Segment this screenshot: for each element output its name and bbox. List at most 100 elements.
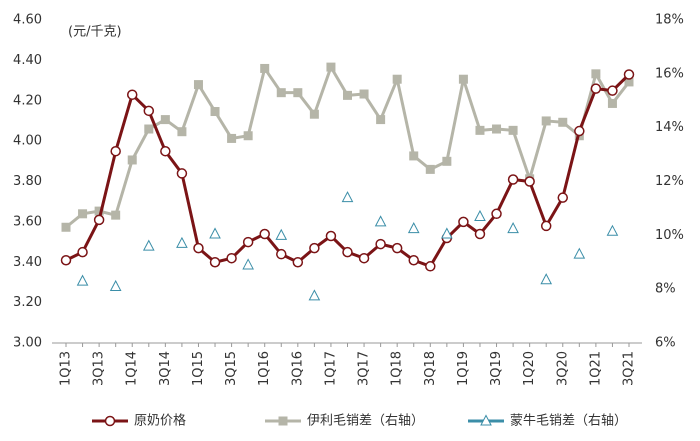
data-point	[341, 191, 354, 203]
data-point	[558, 117, 568, 127]
data-point	[391, 242, 403, 254]
x-tick-label: 1Q18	[390, 351, 405, 386]
data-point	[78, 209, 88, 219]
x-tick-label: 3Q20	[555, 351, 570, 386]
x-tick-label: 1Q13	[59, 351, 74, 386]
data-point	[276, 248, 287, 260]
data-point	[507, 222, 519, 234]
data-point	[176, 168, 188, 179]
data-point	[623, 69, 635, 80]
data-point	[276, 88, 286, 98]
data-point	[540, 273, 553, 285]
data-point	[508, 125, 518, 135]
series-line	[65, 73, 631, 268]
x-tick-label: 3Q16	[290, 351, 305, 386]
x-tick-label: 3Q13	[92, 351, 107, 386]
data-point	[242, 236, 254, 248]
y-tick-label: 3.00	[13, 336, 42, 351]
data-point	[524, 176, 535, 187]
data-point	[61, 222, 71, 232]
data-point	[127, 155, 137, 165]
x-tick-label: 3Q14	[158, 351, 173, 386]
data-point	[441, 227, 453, 239]
x-tick-label: 1Q17	[323, 351, 338, 386]
data-point	[624, 77, 634, 87]
data-point	[143, 105, 155, 117]
data-point	[76, 274, 89, 286]
y-axis-unit: (元/千克)	[68, 25, 122, 40]
x-tick-label: 1Q15	[191, 351, 206, 386]
data-point	[375, 238, 386, 250]
data-point	[442, 156, 452, 166]
data-point	[309, 242, 320, 254]
x-tick-label: 3Q21	[622, 351, 637, 386]
legend-label: 蒙牛毛销差（右轴）	[510, 414, 627, 429]
data-point	[458, 74, 468, 84]
y2-tick-label: 8%	[655, 282, 676, 297]
data-point	[77, 246, 88, 258]
y-tick-label: 3.80	[13, 174, 42, 189]
x-tick-label: 1Q21	[588, 351, 603, 386]
data-point	[407, 222, 420, 234]
data-point	[507, 174, 519, 185]
data-point	[110, 145, 121, 157]
y2-tick-label: 10%	[655, 228, 684, 243]
y2-tick-label: 14%	[655, 120, 684, 135]
data-point	[474, 228, 486, 240]
data-point	[343, 90, 352, 100]
data-point	[606, 224, 619, 236]
data-point	[573, 247, 586, 259]
y-tick-label: 3.20	[13, 295, 42, 310]
data-point	[111, 210, 121, 220]
x-tick-label: 1Q20	[522, 351, 537, 386]
data-point	[557, 192, 569, 203]
y-tick-label: 4.40	[13, 53, 42, 68]
data-point	[540, 220, 552, 232]
data-point	[425, 164, 435, 174]
x-tick-label: 1Q19	[456, 351, 471, 386]
data-point	[144, 124, 154, 134]
data-point	[142, 239, 155, 251]
data-point	[209, 257, 221, 268]
data-point	[126, 89, 138, 100]
y-tick-label: 4.60	[13, 13, 42, 28]
legend-label: 伊利毛销差（右轴）	[307, 414, 424, 429]
data-point	[590, 83, 602, 94]
data-point	[226, 252, 237, 264]
legend-marker	[278, 416, 288, 426]
data-point	[425, 261, 436, 272]
data-point	[210, 107, 220, 117]
data-point	[308, 289, 321, 301]
data-point	[309, 109, 319, 119]
data-point	[94, 206, 104, 216]
data-point	[227, 133, 237, 143]
x-tick-label: 3Q17	[357, 351, 372, 386]
data-point	[242, 258, 254, 270]
y-tick-label: 4.00	[13, 134, 42, 149]
y-tick-label: 3.60	[13, 214, 42, 229]
data-point	[392, 74, 402, 84]
data-point	[607, 98, 617, 108]
data-point	[293, 88, 303, 98]
x-tick-label: 3Q18	[423, 351, 438, 386]
data-point	[177, 127, 187, 137]
data-point	[209, 227, 221, 239]
data-point	[607, 85, 618, 96]
y2-tick-label: 18%	[655, 13, 684, 28]
data-point	[474, 209, 486, 221]
data-point	[243, 131, 253, 141]
data-point	[60, 254, 72, 266]
data-point	[591, 69, 601, 79]
data-point	[374, 215, 387, 227]
data-point	[342, 246, 353, 258]
data-point	[574, 125, 585, 137]
y-tick-label: 4.20	[13, 93, 42, 108]
data-point	[358, 252, 370, 264]
y2-tick-label: 12%	[655, 174, 684, 189]
data-point	[292, 257, 304, 268]
data-point	[408, 254, 419, 266]
x-tick-label: 3Q19	[489, 351, 504, 386]
y-tick-label: 3.40	[13, 255, 42, 270]
data-point	[160, 115, 170, 125]
